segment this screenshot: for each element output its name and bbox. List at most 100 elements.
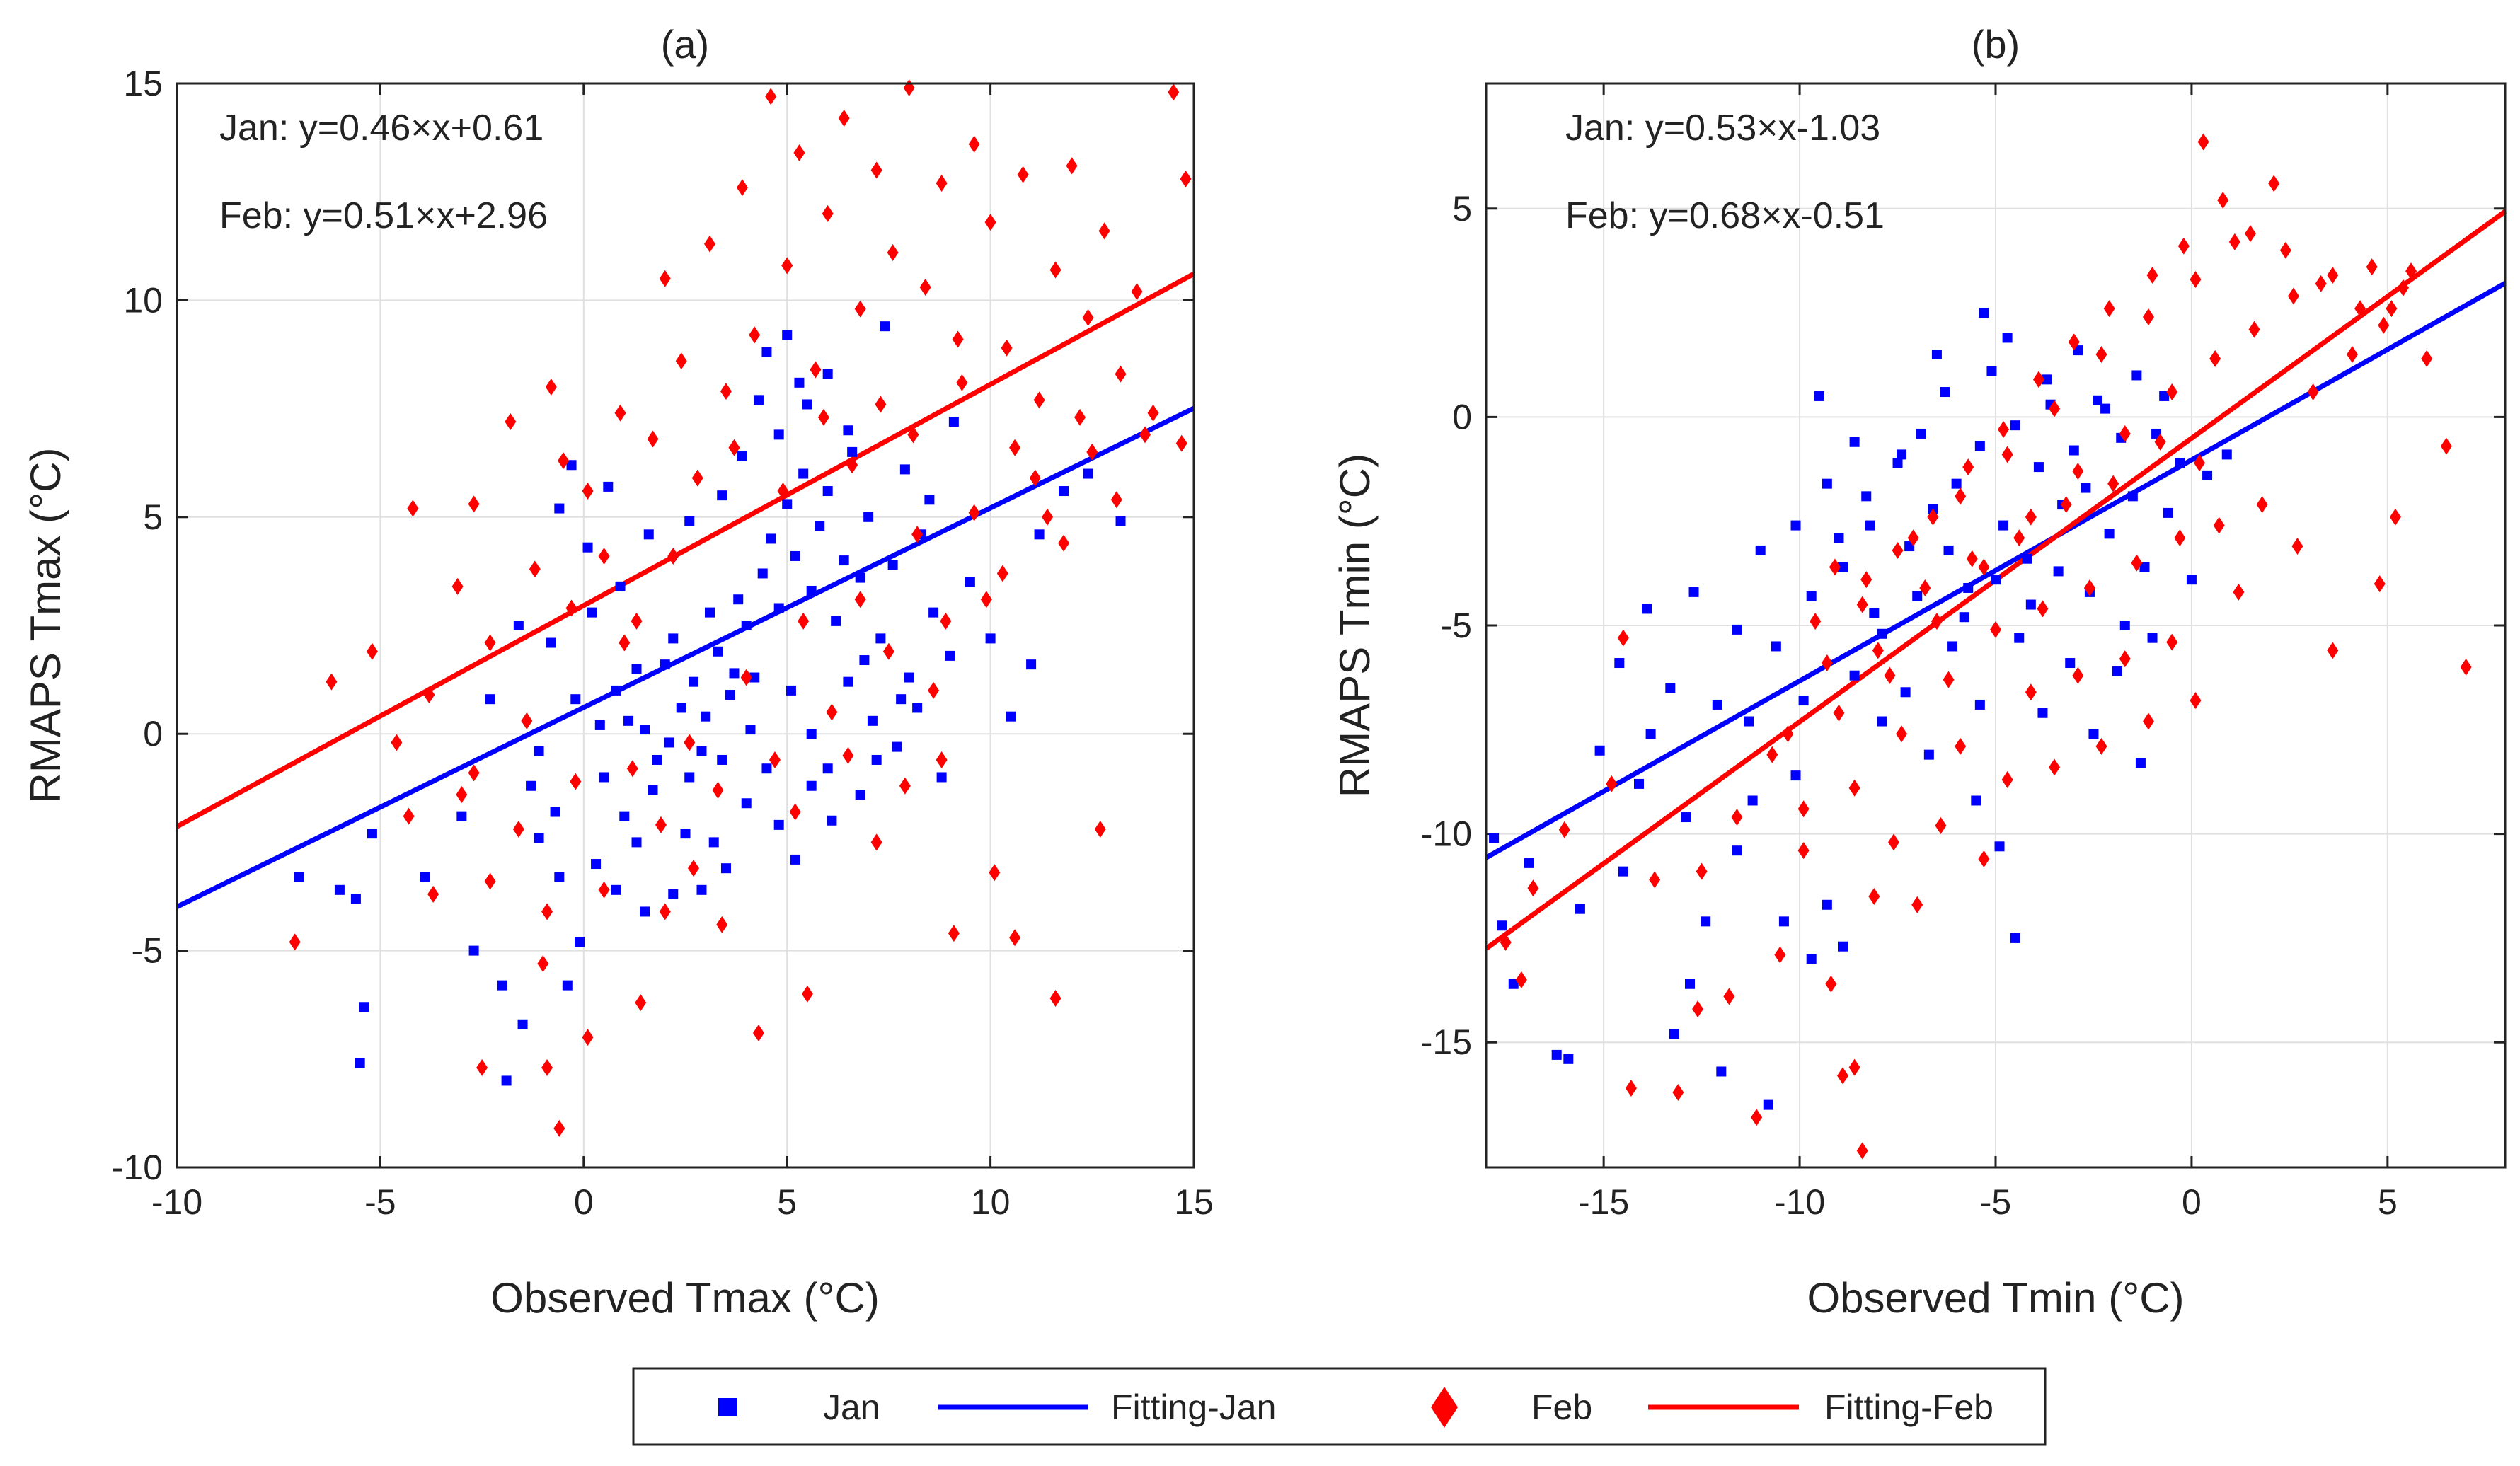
jan-point	[554, 503, 565, 514]
feb-point	[1907, 529, 1919, 547]
feb-point	[2389, 508, 2401, 526]
feb-point	[2217, 191, 2229, 209]
jan-point	[1959, 612, 1969, 623]
feb-point	[968, 135, 980, 153]
feb-point	[391, 734, 403, 751]
feb-point	[2001, 771, 2013, 789]
feb-point	[2166, 383, 2178, 401]
y-tick-label: 5	[1452, 189, 1472, 229]
fitting-jan-line	[1485, 281, 2507, 860]
feb-point	[326, 673, 338, 691]
jan-point	[1834, 533, 1844, 543]
jan-point	[1669, 1029, 1679, 1039]
feb-point	[2083, 579, 2095, 596]
feb-point	[598, 881, 610, 899]
jan-point	[896, 694, 907, 705]
jan-point	[594, 720, 605, 730]
feb-point	[2143, 308, 2154, 325]
feb-point	[1066, 157, 1078, 175]
feb-point	[529, 560, 541, 578]
legend-fitting-jan-label: Fitting-Jan	[1111, 1387, 1276, 1427]
feb-point	[765, 88, 777, 105]
feb-point	[2213, 516, 2225, 534]
feb-point	[1606, 775, 1618, 792]
panel-a-equation-feb: Feb: y=0.51×x+2.96	[219, 195, 548, 236]
jan-point	[790, 854, 800, 865]
feb-point	[691, 469, 703, 487]
feb-point	[1911, 896, 1923, 913]
jan-point	[1618, 866, 1628, 877]
feb-point	[631, 612, 643, 630]
jan-point	[1489, 833, 1500, 843]
jan-point	[562, 980, 573, 991]
jan-point	[1963, 582, 1974, 593]
panel-a-equation-jan: Jan: y=0.46×x+0.61	[219, 108, 543, 149]
panel-b-y-axis-title: RMAPS Tmin (°C)	[1331, 454, 1379, 797]
fitting-jan-line	[176, 405, 1195, 909]
feb-point	[1931, 613, 1943, 630]
jan-point	[741, 798, 752, 809]
feb-point	[1797, 800, 1810, 818]
jan-point	[945, 650, 955, 661]
jan-point	[1524, 858, 1534, 868]
feb-point	[777, 483, 789, 500]
feb-point	[996, 565, 1008, 582]
feb-point	[1888, 833, 1899, 851]
panel-b-equation-jan: Jan: y=0.53×x-1.03	[1565, 108, 1880, 149]
jan-point	[350, 894, 361, 904]
jan-point	[1822, 478, 1832, 489]
jan-point	[1006, 711, 1016, 722]
feb-point	[1042, 508, 1054, 526]
feb-point	[817, 408, 829, 426]
jan-point	[501, 1075, 512, 1086]
feb-point	[659, 903, 671, 920]
feb-point	[887, 243, 899, 261]
jan-point	[611, 884, 621, 895]
feb-point	[2307, 383, 2319, 401]
feb-point	[2154, 433, 2166, 451]
feb-point	[749, 326, 761, 344]
jan-point	[1931, 350, 1942, 359]
feb-point	[667, 547, 679, 565]
feb-point	[2354, 300, 2366, 318]
jan-point	[1665, 683, 1676, 693]
jan-point	[1790, 520, 1801, 531]
jan-point	[1497, 920, 1507, 931]
jan-point	[757, 568, 768, 579]
jan-point	[729, 668, 740, 679]
panel-b-grid	[1486, 83, 2505, 1167]
panel-b-ticks: -15 -10 -5 0 5 -15 -10 -5 0 5	[1421, 83, 2505, 1222]
feb-point	[2256, 496, 2268, 514]
feb-point	[541, 1059, 553, 1077]
feb-point	[1692, 1000, 1704, 1018]
panel-b: (b) -15 -10 -5 0 5 -15 -10 -5 0 5 Jan: y=0.53×x-1…	[1331, 22, 2507, 1322]
jan-point	[786, 685, 796, 696]
feb-point	[2279, 241, 2291, 259]
jan-point	[1034, 529, 1045, 540]
jan-point	[773, 429, 784, 440]
feb-point	[907, 426, 919, 444]
jan-point	[1732, 845, 1742, 856]
feb-point	[1058, 534, 1070, 552]
feb-point	[1896, 725, 1908, 743]
feb-point	[2107, 475, 2119, 492]
feb-point	[846, 456, 858, 474]
panel-a-y-axis-title: RMAPS Tmax (°C)	[22, 448, 69, 804]
feb-point	[1625, 1080, 1637, 1097]
feb-point	[2398, 279, 2409, 296]
jan-point	[843, 425, 853, 436]
jan-point	[2186, 575, 2197, 585]
feb-point	[2421, 350, 2433, 367]
feb-point	[655, 816, 667, 833]
jan-point	[761, 347, 772, 357]
jan-point	[717, 490, 727, 501]
jan-point	[2147, 633, 2158, 643]
feb-point	[1131, 283, 1143, 301]
jan-point	[1712, 699, 1722, 710]
feb-point	[687, 860, 699, 877]
feb-point	[468, 764, 480, 782]
jan-point	[513, 621, 524, 630]
feb-point	[2131, 554, 2143, 572]
jan-point	[798, 468, 809, 479]
feb-point	[728, 439, 740, 456]
